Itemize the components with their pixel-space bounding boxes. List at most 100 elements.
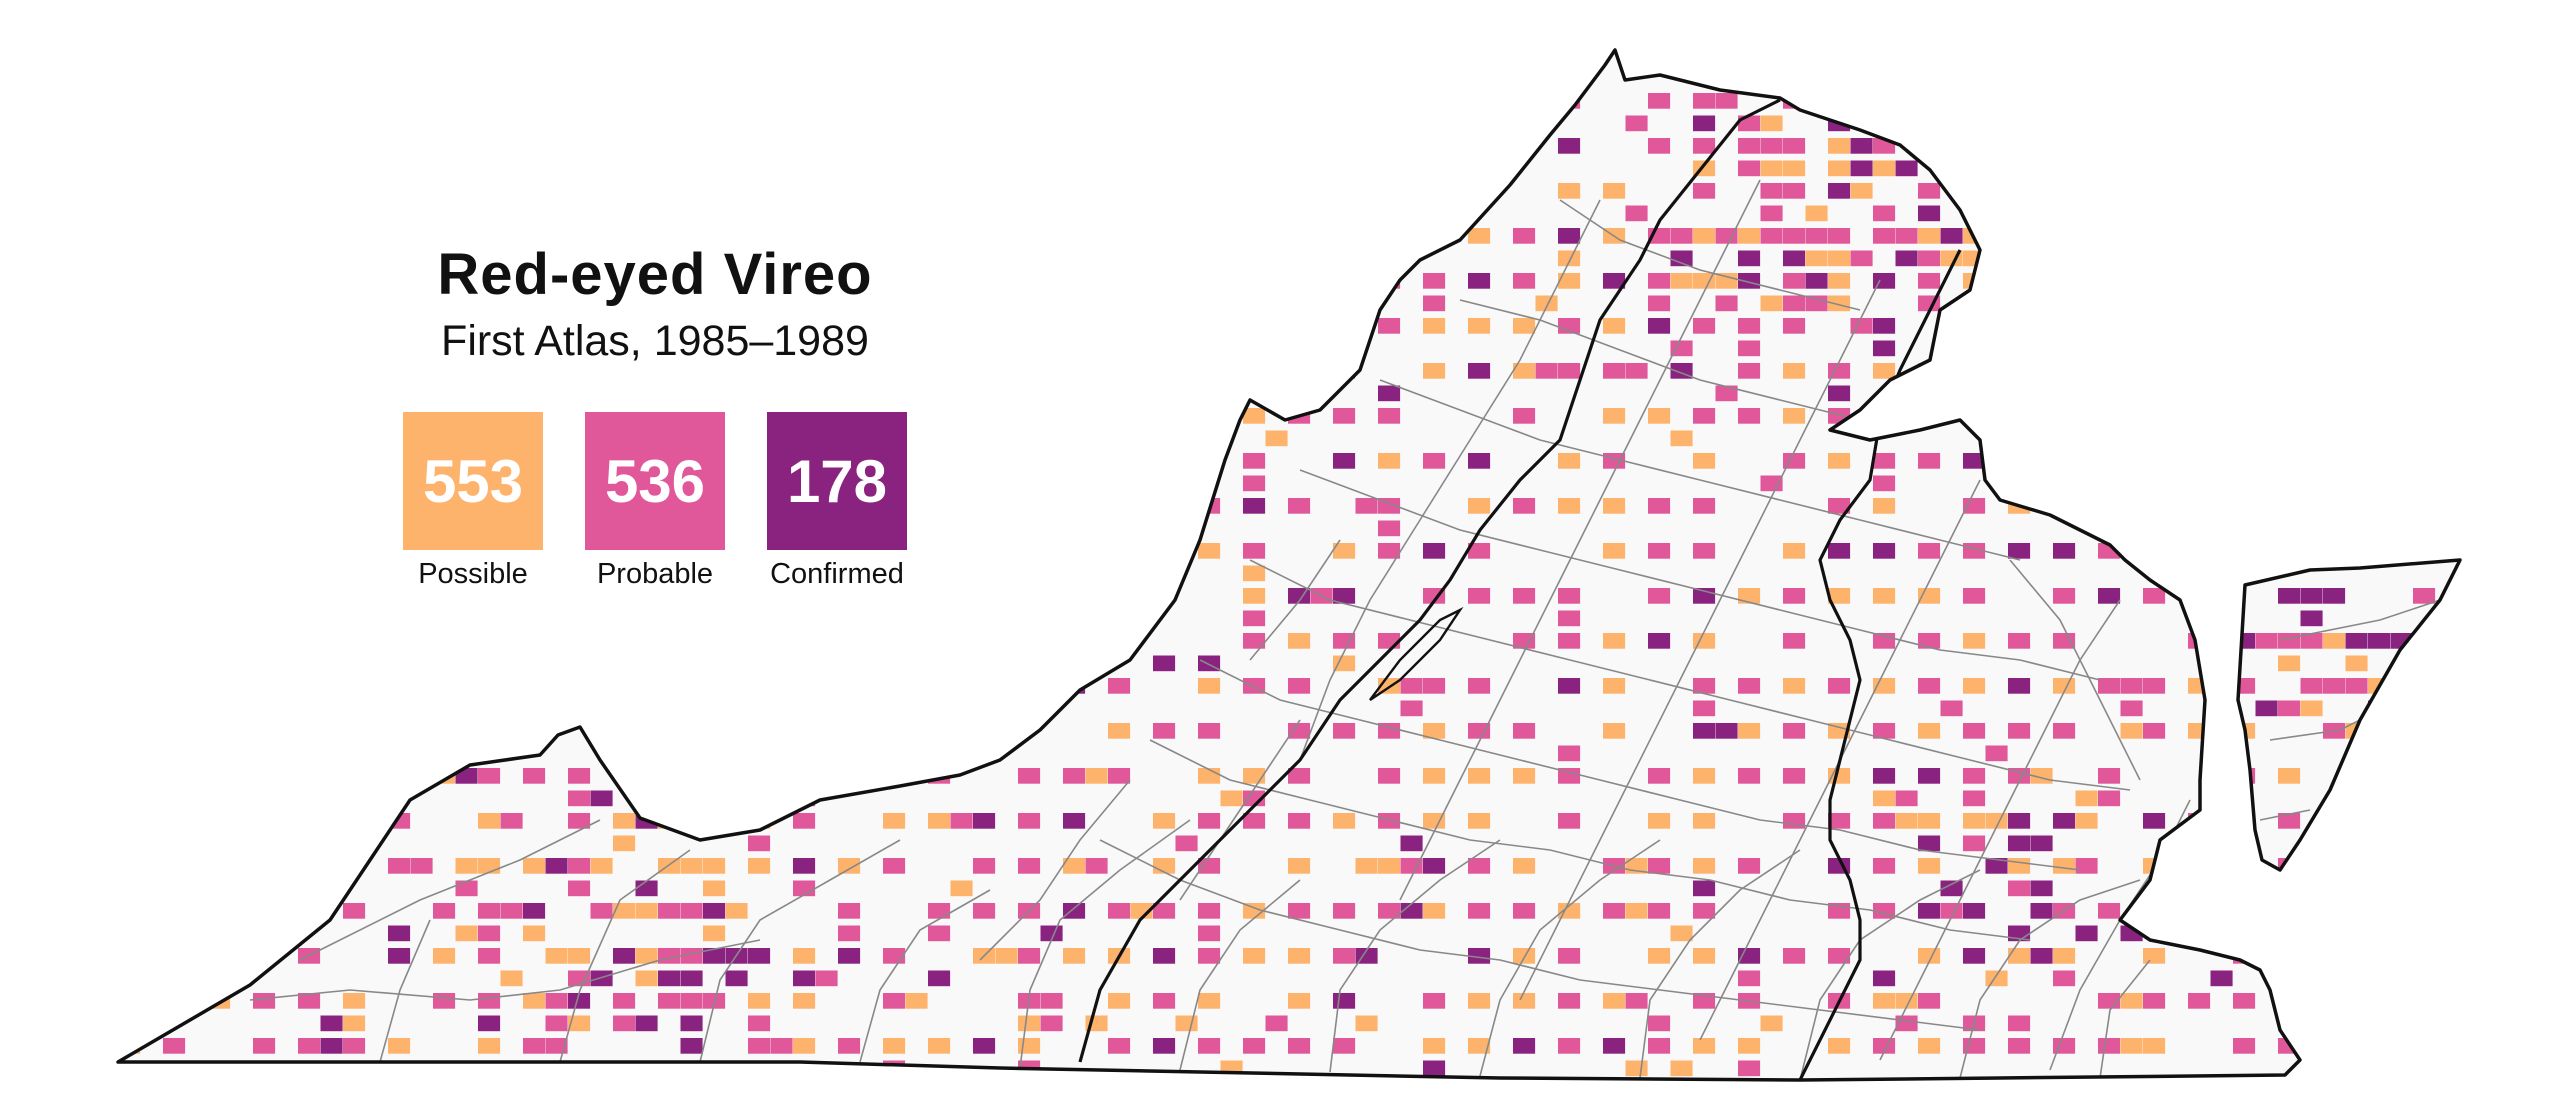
atlas-block-probable bbox=[140, 993, 163, 1009]
atlas-block-possible bbox=[2278, 498, 2301, 514]
atlas-block-possible bbox=[2188, 723, 2211, 739]
atlas-block-probable bbox=[2278, 700, 2301, 717]
atlas-block-possible bbox=[1243, 273, 1266, 289]
atlas-block-confirmed bbox=[680, 813, 703, 829]
atlas-block-probable bbox=[2008, 50, 2031, 64]
atlas-block-possible bbox=[1265, 430, 1288, 447]
atlas-block-confirmed bbox=[703, 948, 726, 964]
atlas-block-possible bbox=[1693, 813, 1716, 829]
atlas-block-possible bbox=[1783, 160, 1806, 177]
atlas-block-probable bbox=[1648, 138, 1671, 154]
atlas-block-confirmed bbox=[1850, 160, 1873, 177]
atlas-block-possible bbox=[928, 588, 951, 604]
atlas-block-confirmed bbox=[2030, 903, 2053, 919]
atlas-block-possible bbox=[163, 363, 186, 379]
atlas-block-confirmed bbox=[2098, 588, 2121, 604]
atlas-block-possible bbox=[1423, 318, 1446, 334]
atlas-block-probable bbox=[1558, 633, 1581, 649]
atlas-block-confirmed bbox=[1693, 880, 1716, 897]
atlas-block-probable bbox=[2188, 318, 2211, 334]
atlas-block-confirmed bbox=[410, 633, 433, 649]
atlas-block-probable bbox=[1198, 948, 1221, 964]
atlas-block-probable bbox=[2120, 700, 2143, 717]
atlas-block-probable bbox=[2278, 813, 2301, 829]
atlas-block-confirmed bbox=[2300, 610, 2323, 627]
atlas-block-possible bbox=[253, 948, 276, 964]
legend-boxes: 553 Possible 536 Probable 178 Confirmed bbox=[385, 412, 925, 591]
atlas-block-probable bbox=[2008, 1038, 2031, 1054]
atlas-block-confirmed bbox=[2255, 700, 2278, 717]
atlas-block-possible bbox=[2278, 903, 2301, 919]
atlas-block-confirmed bbox=[1828, 183, 1851, 199]
atlas-block-possible bbox=[2413, 138, 2436, 154]
atlas-block-probable bbox=[1288, 138, 1311, 154]
atlas-block-possible bbox=[2008, 858, 2031, 874]
atlas-block-probable bbox=[1423, 993, 1446, 1009]
atlas-block-confirmed bbox=[1963, 903, 1986, 919]
atlas-block-possible bbox=[1333, 138, 1356, 154]
atlas-block-probable bbox=[1108, 50, 1131, 64]
atlas-block-possible bbox=[2458, 453, 2460, 469]
atlas-block-possible bbox=[2188, 50, 2211, 64]
atlas-block-probable bbox=[838, 925, 861, 942]
atlas-block-confirmed bbox=[635, 1015, 658, 1032]
atlas-block-possible bbox=[748, 633, 771, 649]
atlas-block-probable bbox=[2368, 50, 2391, 64]
atlas-block-probable bbox=[748, 93, 771, 109]
atlas-block-confirmed bbox=[748, 948, 771, 964]
atlas-block-confirmed bbox=[680, 1038, 703, 1054]
atlas-block-confirmed bbox=[2323, 408, 2346, 424]
atlas-block-possible bbox=[613, 138, 636, 154]
atlas-block-probable bbox=[1198, 453, 1221, 469]
atlas-block-probable bbox=[2053, 723, 2076, 739]
atlas-block-probable bbox=[1648, 588, 1671, 604]
atlas-block-probable bbox=[1378, 408, 1401, 424]
atlas-block-probable bbox=[2458, 700, 2460, 717]
atlas-block-possible bbox=[928, 183, 951, 199]
atlas-block-possible bbox=[1895, 813, 1918, 829]
atlas-block-probable bbox=[1805, 50, 1828, 64]
atlas-block-probable bbox=[1288, 903, 1311, 919]
atlas-block-probable bbox=[1648, 768, 1671, 784]
atlas-block-probable bbox=[1715, 385, 1738, 402]
atlas-block-probable bbox=[2233, 993, 2256, 1009]
atlas-block-probable bbox=[1378, 138, 1401, 154]
atlas-block-probable bbox=[500, 903, 523, 919]
atlas-block-probable bbox=[883, 948, 906, 964]
atlas-block-possible bbox=[1198, 408, 1221, 424]
atlas-block-possible bbox=[1738, 50, 1761, 64]
atlas-block-possible bbox=[1333, 50, 1356, 64]
atlas-block-confirmed bbox=[928, 273, 951, 289]
atlas-block-probable bbox=[478, 993, 501, 1009]
atlas-block-possible bbox=[1243, 948, 1266, 964]
atlas-block-possible bbox=[500, 970, 523, 987]
atlas-block-probable bbox=[1535, 363, 1558, 379]
atlas-block-probable bbox=[1873, 228, 1896, 244]
atlas-block-possible bbox=[703, 813, 726, 829]
atlas-block-probable bbox=[770, 745, 793, 762]
atlas-block-possible bbox=[1648, 408, 1671, 424]
atlas-block-probable bbox=[2413, 678, 2436, 694]
atlas-block-probable bbox=[1783, 813, 1806, 829]
atlas-block-probable bbox=[1873, 205, 1896, 222]
county-borders bbox=[249, 179, 2441, 1080]
atlas-block-possible bbox=[793, 723, 816, 739]
atlas-block-confirmed bbox=[1783, 70, 1806, 87]
atlas-block-confirmed bbox=[2053, 228, 2076, 244]
atlas-block-confirmed bbox=[1220, 363, 1243, 379]
atlas-block-possible bbox=[1918, 813, 1941, 829]
atlas-block-probable bbox=[1198, 1038, 1221, 1054]
atlas-block-probable bbox=[1153, 903, 1176, 919]
atlas-block-probable bbox=[2008, 1015, 2031, 1032]
atlas-block-probable bbox=[1805, 93, 1828, 109]
atlas-block-possible bbox=[1828, 1038, 1851, 1054]
atlas-block-possible bbox=[1333, 813, 1356, 829]
atlas-block-possible bbox=[2368, 903, 2391, 919]
atlas-block-possible bbox=[1513, 363, 1536, 379]
atlas-block-probable bbox=[1468, 50, 1491, 64]
atlas-block-possible bbox=[2413, 813, 2436, 829]
atlas-block-probable bbox=[2008, 273, 2031, 289]
atlas-block-possible bbox=[1603, 633, 1626, 649]
atlas-block-probable bbox=[1513, 228, 1536, 244]
atlas-block-probable bbox=[343, 138, 366, 154]
